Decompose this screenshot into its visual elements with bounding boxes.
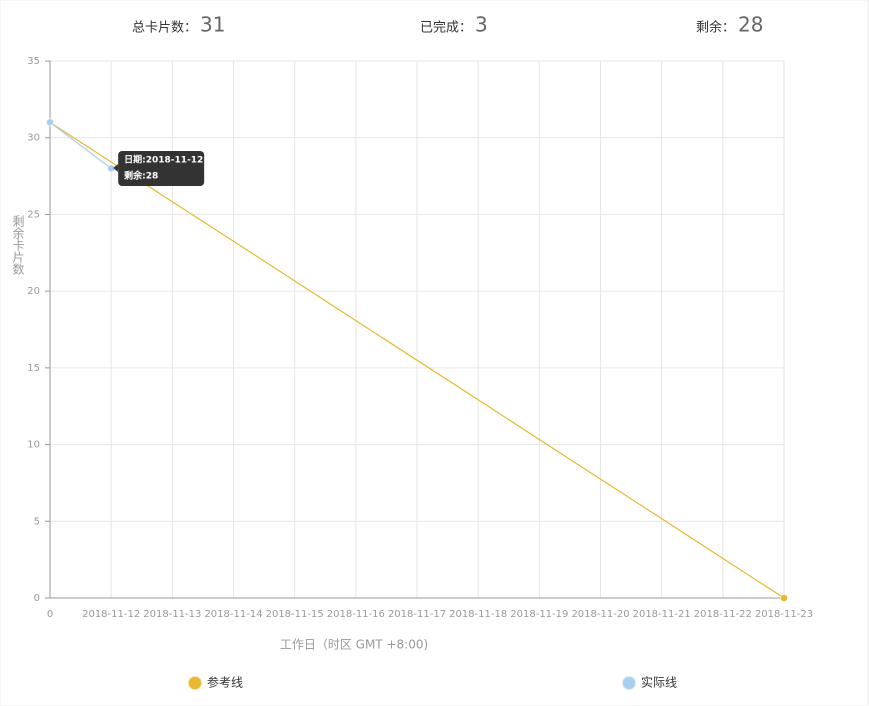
x-tick-label: 2018-11-12	[82, 609, 140, 620]
x-tick-label: 2018-11-22	[694, 609, 752, 620]
legend-label: 参考线	[207, 675, 243, 690]
y-tick-label: 30	[27, 133, 40, 144]
y-tick-label: 10	[27, 440, 40, 451]
series-line	[49, 121, 785, 599]
stat-label: 总卡片数：	[132, 21, 197, 36]
x-tick-label: 2018-11-17	[388, 609, 446, 620]
legend-label: 实际线	[641, 675, 677, 690]
x-tick-label: 2018-11-16	[327, 609, 385, 620]
point	[46, 118, 54, 127]
stat-value: 3	[475, 13, 488, 37]
y-tick-label: 20	[27, 286, 40, 297]
stat-label: 已完成：	[420, 21, 472, 36]
y-tick-label: 0	[34, 593, 40, 604]
point	[107, 164, 115, 173]
y-tick-label: 5	[34, 516, 40, 527]
stat-value: 28	[738, 13, 763, 37]
tooltip-pointer	[113, 164, 119, 172]
x-axis-label: 工作日（时区 GMT +8:00)	[280, 638, 428, 652]
x-tick-label: 2018-11-13	[143, 609, 201, 620]
x-tick-label: 2018-11-14	[204, 609, 262, 620]
legend-marker	[188, 676, 202, 690]
x-tick-label: 0	[47, 609, 53, 620]
y-tick-label: 15	[27, 363, 40, 374]
stat-value: 31	[200, 13, 225, 37]
stat-label: 剩余：	[696, 20, 735, 36]
x-tick-label: 2018-11-18	[449, 609, 507, 620]
y-axis-label: 剩余卡片数	[11, 215, 25, 276]
legend-marker	[622, 676, 636, 690]
tooltip-text: 剩余:28	[124, 170, 158, 182]
x-tick-label: 2018-11-23	[755, 609, 813, 620]
series-line	[49, 121, 112, 169]
tooltip-text: 日期:2018-11-12	[124, 154, 203, 166]
x-tick-label: 2018-11-21	[633, 609, 691, 620]
point	[780, 594, 788, 602]
y-tick-label: 25	[27, 209, 40, 220]
x-tick-label: 2018-11-19	[510, 609, 568, 620]
tooltip	[118, 151, 205, 186]
y-tick-label: 35	[27, 56, 40, 67]
x-tick-label: 2018-11-20	[571, 609, 629, 620]
x-tick-label: 2018-11-15	[266, 609, 324, 620]
